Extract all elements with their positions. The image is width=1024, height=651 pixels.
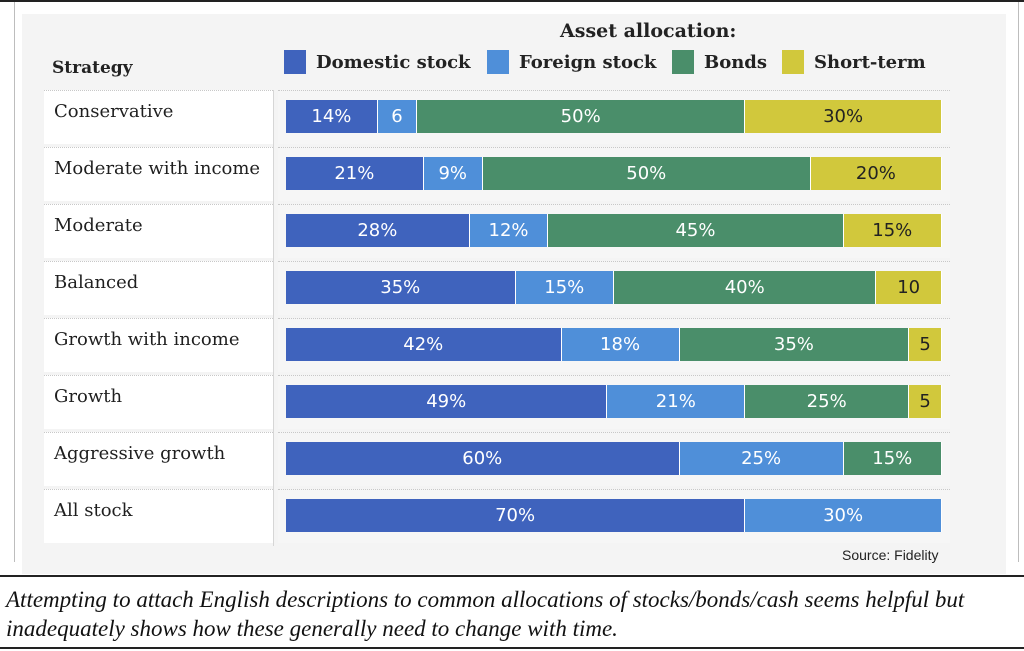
strategy-label: Moderate: [54, 215, 143, 236]
bar-segment: 14%: [286, 100, 378, 133]
strategy-cell: Conservative: [44, 90, 273, 144]
strategy-cell: Balanced: [44, 261, 273, 315]
strategy-cell: Aggressive growth: [44, 432, 273, 486]
legend-item: Domestic stock: [284, 48, 471, 76]
bar-segment: 30%: [745, 100, 942, 133]
strategy-cell: Moderate with income: [44, 147, 273, 201]
legend-label: Foreign stock: [519, 51, 657, 73]
legend-label: Bonds: [704, 51, 768, 73]
bar-segment: 6: [377, 100, 418, 133]
legend-item: Foreign stock: [487, 48, 656, 76]
source-note: Source: Fidelity: [842, 547, 939, 563]
bar-segment: 70%: [286, 499, 746, 532]
legend-swatch: [672, 50, 694, 74]
strategy-cell: Growth: [44, 375, 273, 429]
strategy-cell: Growth with income: [44, 318, 273, 372]
strategy-label: Moderate with income: [54, 158, 261, 179]
legend-swatch: [284, 50, 306, 74]
caption: Attempting to attach English description…: [6, 587, 965, 641]
bar-segment: 45%: [548, 214, 844, 247]
legend-item: Short-term: [782, 48, 926, 76]
bar-segment: 40%: [614, 271, 877, 304]
bar-segment: 12%: [469, 214, 549, 247]
left-border: [14, 2, 15, 562]
bar-segment: 21%: [286, 157, 424, 190]
bar-segment: 50%: [482, 157, 811, 190]
bar-segment: 15%: [843, 214, 942, 247]
strategy-label: Aggressive growth: [54, 443, 226, 464]
legend-swatch: [782, 50, 804, 74]
bar-segment: 5: [909, 328, 942, 361]
legend-item: Bonds: [672, 48, 767, 76]
bar-segment: 15%: [843, 442, 942, 475]
legend-label: Short-term: [814, 51, 926, 73]
strategy-label: Balanced: [54, 272, 139, 293]
strategy-column-header: Strategy: [52, 58, 133, 78]
bar-segment: 25%: [679, 442, 844, 475]
bar-segment: 9%: [423, 157, 483, 190]
bar-segment: 35%: [286, 271, 516, 304]
bar-segment: 10: [876, 271, 942, 304]
bar-segment: 28%: [286, 214, 470, 247]
strategy-label: Growth with income: [54, 329, 240, 350]
bar-segment: 15%: [515, 271, 614, 304]
bar-segment: 20%: [810, 157, 942, 190]
column-divider: [273, 90, 274, 546]
caption-rule-top: [0, 575, 1024, 577]
strategy-cell: Moderate: [44, 204, 273, 258]
bar-segment: 49%: [286, 385, 608, 418]
bar-segment: 35%: [679, 328, 910, 361]
strategy-cell: All stock: [44, 489, 273, 543]
bar-segment: 50%: [417, 100, 746, 133]
bar-segment: 5: [909, 385, 942, 418]
strategy-label: All stock: [54, 500, 133, 521]
bar-segment: 18%: [561, 328, 680, 361]
bar-segment: 25%: [745, 385, 910, 418]
legend-swatch: [487, 50, 509, 74]
legend-label: Domestic stock: [316, 51, 471, 73]
bar-segment: 42%: [286, 328, 562, 361]
bar-segment: 30%: [745, 499, 942, 532]
bar-segment: 21%: [607, 385, 746, 418]
strategy-label: Conservative: [54, 101, 174, 122]
strategy-label: Growth: [54, 386, 123, 407]
legend-title: Asset allocation:: [560, 20, 737, 42]
caption-rule-bottom: [0, 647, 1024, 649]
right-border: [1018, 2, 1019, 562]
bar-segment: 60%: [286, 442, 680, 475]
